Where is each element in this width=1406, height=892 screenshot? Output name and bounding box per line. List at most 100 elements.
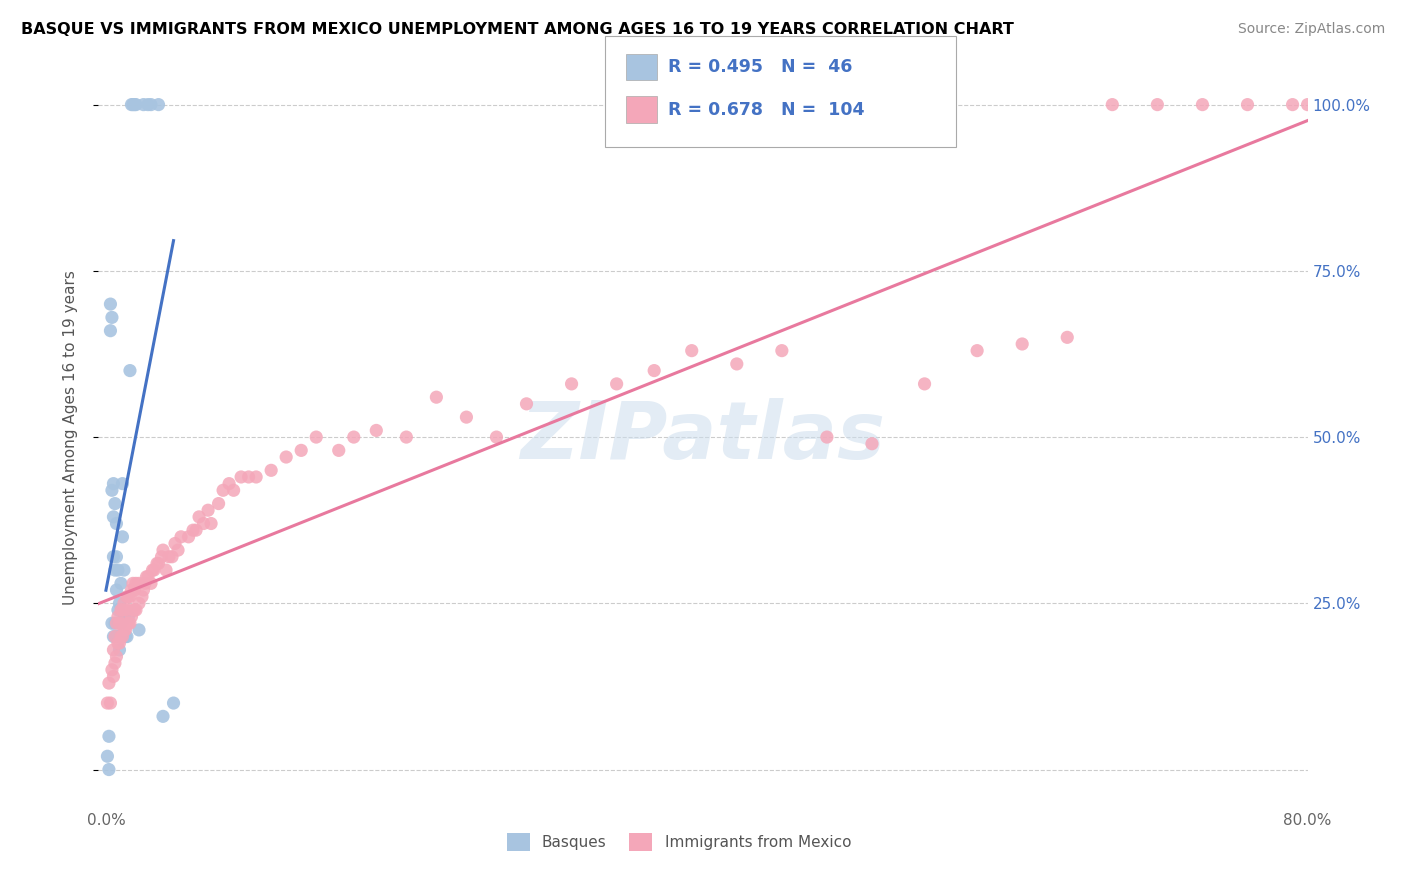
Point (114, 623, 136, 637)
Point (150, 549, 173, 564)
Point (104, 497, 127, 511)
Point (107, 609, 129, 624)
Point (104, 616, 127, 631)
Point (103, 549, 125, 564)
Y-axis label: Unemployment Among Ages 16 to 19 years: Unemployment Among Ages 16 to 19 years (63, 269, 77, 605)
Point (108, 643, 131, 657)
Point (157, 549, 180, 564)
Point (110, 630, 132, 644)
Point (148, 97, 170, 112)
Point (456, 410, 478, 425)
Text: R = 0.495   N =  46: R = 0.495 N = 46 (668, 58, 852, 76)
Point (124, 603, 146, 617)
Point (1281, 97, 1303, 112)
Point (966, 343, 988, 358)
Point (111, 630, 134, 644)
Point (107, 636, 129, 650)
Text: R = 0.678   N =  104: R = 0.678 N = 104 (668, 101, 865, 119)
Point (139, 576, 162, 591)
Point (160, 549, 183, 564)
Point (122, 576, 145, 591)
Point (177, 530, 200, 544)
Point (163, 536, 186, 550)
Point (162, 696, 184, 710)
Point (117, 609, 139, 624)
Text: ZIPatlas: ZIPatlas (520, 398, 886, 476)
Point (105, 582, 128, 597)
Point (245, 470, 267, 484)
Point (425, 390, 447, 404)
Point (815, 430, 838, 444)
Point (108, 630, 131, 644)
Point (104, 656, 127, 670)
Point (122, 97, 145, 112)
Point (97, 676, 120, 690)
Point (118, 590, 141, 604)
Point (96, 749, 118, 764)
Point (108, 636, 131, 650)
Point (395, 430, 418, 444)
Point (115, 630, 138, 644)
Point (860, 436, 883, 450)
Point (118, 616, 141, 631)
Point (200, 516, 222, 531)
Point (105, 616, 128, 631)
Point (770, 343, 793, 358)
Point (366, 424, 388, 438)
Point (643, 363, 665, 377)
Point (260, 463, 283, 477)
Point (112, 609, 135, 624)
Point (110, 603, 132, 617)
Point (212, 483, 235, 498)
Point (1296, 97, 1319, 112)
Point (97, 729, 120, 743)
Point (105, 630, 128, 644)
Point (125, 576, 148, 591)
Point (914, 376, 936, 391)
Point (276, 450, 298, 464)
Point (111, 603, 134, 617)
Point (101, 616, 124, 631)
Point (118, 363, 141, 377)
Point (128, 576, 150, 591)
Point (1101, 97, 1123, 112)
Point (136, 97, 159, 112)
Point (111, 476, 134, 491)
Point (115, 590, 138, 604)
Point (238, 470, 260, 484)
Point (1326, 97, 1348, 112)
Point (1011, 337, 1033, 351)
Point (184, 523, 207, 537)
Point (167, 543, 190, 558)
Point (170, 530, 193, 544)
Point (139, 97, 162, 112)
Point (101, 483, 124, 498)
Point (103, 643, 125, 657)
Point (606, 376, 628, 391)
Text: Source: ZipAtlas.com: Source: ZipAtlas.com (1237, 22, 1385, 37)
Point (107, 603, 129, 617)
Point (305, 430, 328, 444)
Point (207, 497, 229, 511)
Point (112, 596, 135, 610)
Point (101, 663, 124, 677)
Point (218, 476, 240, 491)
Point (143, 563, 166, 577)
Point (725, 357, 748, 371)
Point (108, 616, 131, 631)
Point (1191, 97, 1213, 112)
Point (107, 630, 129, 644)
Point (101, 310, 124, 325)
Point (117, 590, 139, 604)
Point (1056, 330, 1078, 344)
Point (115, 616, 138, 631)
Point (103, 669, 125, 683)
Point (181, 523, 204, 537)
Point (112, 623, 135, 637)
Point (103, 476, 125, 491)
Point (136, 570, 159, 584)
Point (343, 430, 366, 444)
Point (107, 563, 129, 577)
Point (134, 576, 156, 591)
Point (193, 516, 215, 531)
